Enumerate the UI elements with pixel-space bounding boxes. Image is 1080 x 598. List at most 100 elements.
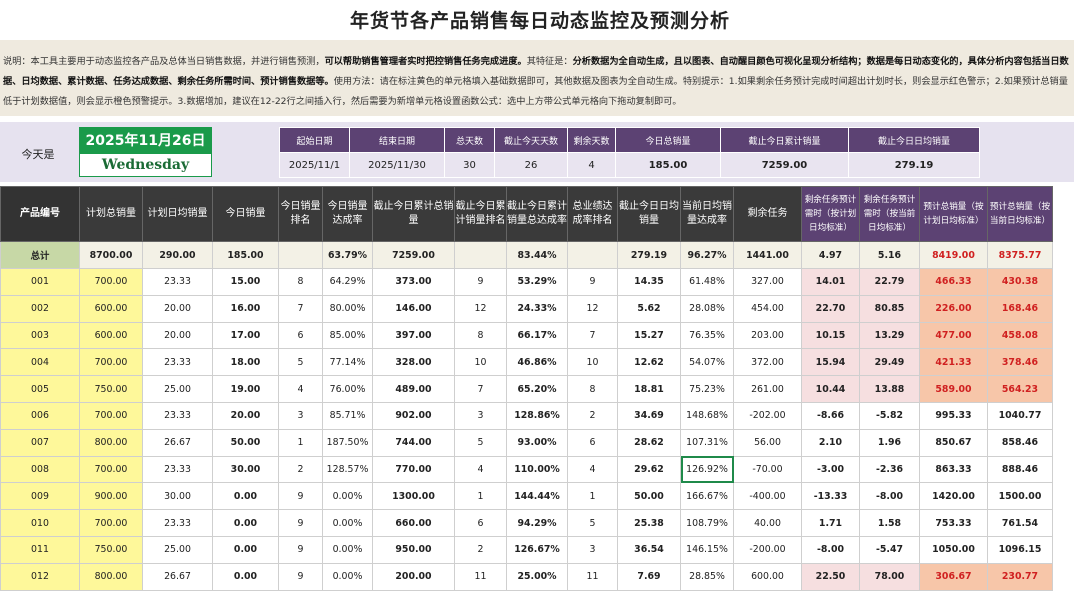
summary-value[interactable]: 279.19: [848, 152, 980, 178]
table-cell[interactable]: 373.00: [372, 268, 455, 296]
total-cell[interactable]: 8419.00: [919, 241, 988, 269]
table-cell[interactable]: 589.00: [919, 375, 988, 403]
table-cell[interactable]: 65.20%: [506, 375, 568, 403]
table-cell[interactable]: 0.00: [212, 482, 279, 511]
table-cell[interactable]: 14.01: [801, 268, 860, 296]
table-cell[interactable]: 700.00: [79, 348, 143, 377]
summary-value[interactable]: 2025/11/30: [349, 152, 445, 178]
table-cell[interactable]: 3: [454, 401, 507, 430]
table-cell[interactable]: 700.00: [79, 401, 143, 430]
table-cell[interactable]: -5.82: [859, 401, 920, 430]
table-cell[interactable]: 144.44%: [506, 482, 568, 511]
table-cell[interactable]: 23.33: [142, 401, 213, 430]
table-cell[interactable]: 34.69: [617, 401, 681, 430]
table-cell[interactable]: 2: [278, 455, 323, 484]
table-cell[interactable]: 2: [454, 535, 507, 564]
table-cell[interactable]: 6: [454, 509, 507, 537]
table-cell[interactable]: 458.08: [987, 321, 1053, 350]
table-cell[interactable]: 13.88: [859, 375, 920, 403]
table-cell[interactable]: 1: [278, 428, 323, 457]
table-cell[interactable]: 146.00: [372, 294, 455, 323]
table-cell[interactable]: 1.71: [801, 509, 860, 537]
product-id-cell[interactable]: 001: [0, 268, 80, 296]
table-cell[interactable]: 66.17%: [506, 321, 568, 350]
table-cell[interactable]: 22.70: [801, 294, 860, 323]
table-cell[interactable]: 600.00: [79, 294, 143, 323]
table-cell[interactable]: 564.23: [987, 375, 1053, 403]
table-cell[interactable]: 328.00: [372, 348, 455, 377]
table-cell[interactable]: 110.00%: [506, 455, 568, 484]
table-cell[interactable]: 94.29%: [506, 509, 568, 537]
table-cell[interactable]: 22.79: [859, 268, 920, 296]
summary-value[interactable]: 185.00: [615, 152, 721, 178]
table-cell[interactable]: 454.00: [733, 294, 802, 323]
table-cell[interactable]: 10.15: [801, 321, 860, 350]
table-cell[interactable]: 660.00: [372, 509, 455, 537]
today-date-box[interactable]: 2025年11月26日 Wednesday: [79, 127, 212, 177]
table-cell[interactable]: -3.00: [801, 455, 860, 484]
summary-value[interactable]: 4: [567, 152, 616, 178]
table-cell[interactable]: 4: [567, 455, 618, 484]
product-id-cell[interactable]: 005: [0, 375, 80, 403]
table-cell[interactable]: 76.00%: [322, 375, 373, 403]
table-cell[interactable]: 50.00: [212, 428, 279, 457]
table-cell[interactable]: 107.31%: [680, 428, 734, 457]
table-cell[interactable]: 23.33: [142, 348, 213, 377]
product-id-cell[interactable]: 011: [0, 535, 80, 564]
table-cell[interactable]: 26.67: [142, 562, 213, 591]
table-cell[interactable]: 800.00: [79, 562, 143, 591]
table-cell[interactable]: 421.33: [919, 348, 988, 377]
table-cell[interactable]: 0.00%: [322, 509, 373, 537]
table-cell[interactable]: 9: [278, 535, 323, 564]
table-cell[interactable]: 12.62: [617, 348, 681, 377]
table-cell[interactable]: -5.47: [859, 535, 920, 564]
total-cell[interactable]: [567, 241, 618, 269]
table-cell[interactable]: 10: [454, 348, 507, 377]
table-cell[interactable]: 770.00: [372, 455, 455, 484]
table-cell[interactable]: 850.67: [919, 428, 988, 457]
table-cell[interactable]: 54.07%: [680, 348, 734, 377]
table-cell[interactable]: 77.14%: [322, 348, 373, 377]
table-cell[interactable]: 20.00: [142, 294, 213, 323]
table-cell[interactable]: 2.10: [801, 428, 860, 457]
table-cell[interactable]: 126.67%: [506, 535, 568, 564]
table-cell[interactable]: 64.29%: [322, 268, 373, 296]
table-cell[interactable]: 0.00%: [322, 535, 373, 564]
total-cell[interactable]: 4.97: [801, 241, 860, 269]
table-cell[interactable]: 187.50%: [322, 428, 373, 457]
table-cell[interactable]: 4: [454, 455, 507, 484]
product-id-cell[interactable]: 009: [0, 482, 80, 511]
table-cell[interactable]: 902.00: [372, 401, 455, 430]
table-cell[interactable]: 108.79%: [680, 509, 734, 537]
product-id-cell[interactable]: 003: [0, 321, 80, 350]
table-cell[interactable]: 700.00: [79, 509, 143, 537]
table-cell[interactable]: 9: [278, 562, 323, 591]
table-cell[interactable]: 9: [278, 509, 323, 537]
table-cell[interactable]: 397.00: [372, 321, 455, 350]
table-cell[interactable]: 1040.77: [987, 401, 1053, 430]
table-cell[interactable]: 23.33: [142, 268, 213, 296]
table-cell[interactable]: 378.46: [987, 348, 1053, 377]
table-cell[interactable]: 0.00%: [322, 482, 373, 511]
table-cell[interactable]: 800.00: [79, 428, 143, 457]
total-cell[interactable]: 96.27%: [680, 241, 734, 269]
table-cell[interactable]: 600.00: [733, 562, 802, 591]
table-cell[interactable]: 1420.00: [919, 482, 988, 511]
table-cell[interactable]: 128.86%: [506, 401, 568, 430]
table-cell[interactable]: 17.00: [212, 321, 279, 350]
table-cell[interactable]: 466.33: [919, 268, 988, 296]
table-cell[interactable]: -400.00: [733, 482, 802, 511]
table-cell[interactable]: 128.57%: [322, 455, 373, 484]
table-cell[interactable]: 226.00: [919, 294, 988, 323]
table-cell[interactable]: 24.33%: [506, 294, 568, 323]
table-cell[interactable]: 200.00: [372, 562, 455, 591]
total-cell[interactable]: 290.00: [142, 241, 213, 269]
table-cell[interactable]: 753.33: [919, 509, 988, 537]
table-cell[interactable]: 76.35%: [680, 321, 734, 350]
table-cell[interactable]: -2.36: [859, 455, 920, 484]
table-cell[interactable]: 80.85: [859, 294, 920, 323]
product-id-cell[interactable]: 002: [0, 294, 80, 323]
table-cell[interactable]: 744.00: [372, 428, 455, 457]
table-cell[interactable]: 15.27: [617, 321, 681, 350]
table-cell[interactable]: 15.00: [212, 268, 279, 296]
